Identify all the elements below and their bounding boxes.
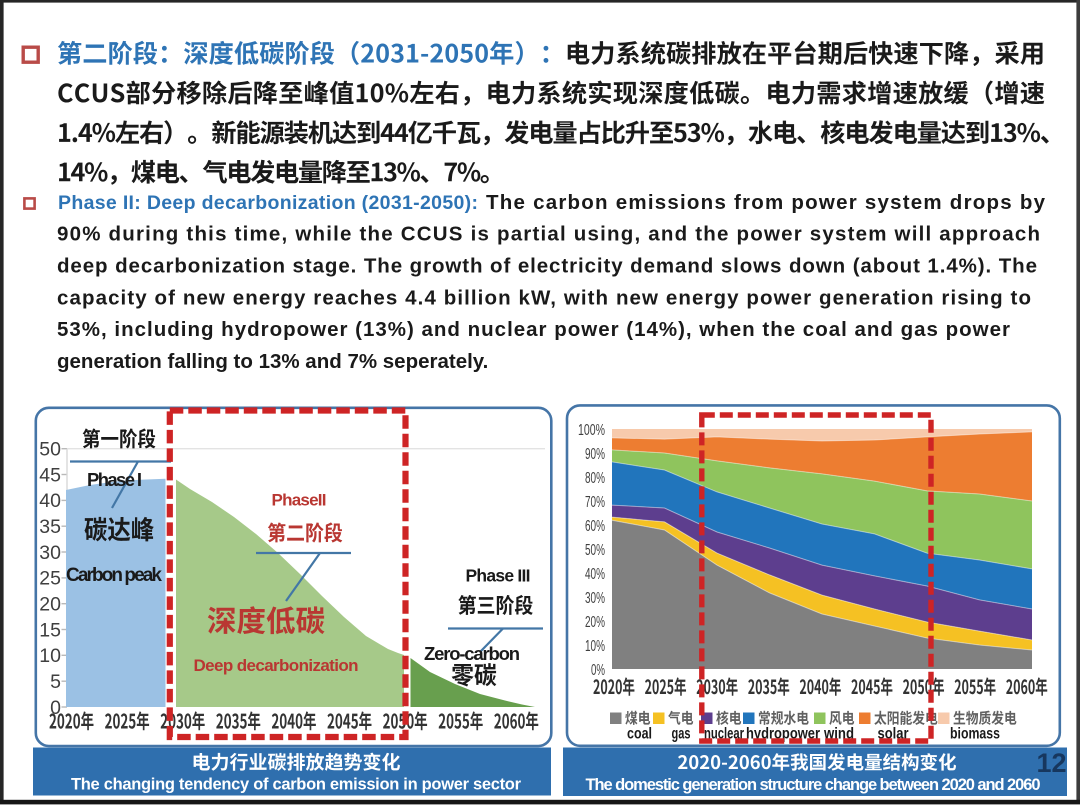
svg-text:90%: 90%: [585, 446, 605, 463]
svg-text:12: 12: [1036, 748, 1066, 778]
svg-text:5: 5: [50, 671, 61, 693]
svg-text:10%: 10%: [585, 638, 605, 655]
svg-text:30: 30: [39, 542, 61, 564]
svg-text:80%: 80%: [585, 470, 605, 487]
svg-text:40: 40: [39, 490, 61, 512]
svg-text:0%: 0%: [591, 662, 605, 679]
svg-text:The domestic generation struct: The domestic generation structure change…: [586, 776, 1041, 794]
svg-text:hydropower: hydropower: [746, 726, 820, 743]
svg-text:Deep decarbonization: Deep decarbonization: [194, 656, 359, 675]
svg-text:20%: 20%: [585, 614, 605, 631]
svg-text:wind: wind: [823, 726, 854, 743]
svg-text:Phase II: Deep decarbonization: Phase II: Deep decarbonization (2031-205…: [58, 192, 478, 214]
svg-text:0: 0: [50, 697, 61, 719]
svg-text:20: 20: [39, 593, 61, 615]
svg-text:40%: 40%: [585, 566, 605, 583]
svg-text:15: 15: [39, 619, 61, 641]
svg-text:53%, including hydropower (13%: 53%, including hydropower (13%) and nucl…: [57, 318, 1010, 341]
svg-text:90% during this time, while th: 90% during this time, while the CCUS is …: [57, 223, 1040, 246]
svg-text:Phase III: Phase III: [466, 566, 531, 586]
svg-text:solar: solar: [878, 726, 909, 743]
svg-text:60%: 60%: [585, 518, 605, 535]
svg-text:Phase I: Phase I: [87, 469, 142, 490]
svg-text:generation falling to 13% and: generation falling to 13% and 7% seperat…: [57, 350, 488, 373]
svg-text:50: 50: [39, 439, 61, 461]
svg-text:35: 35: [39, 516, 61, 538]
svg-text:PhaseII: PhaseII: [272, 491, 327, 510]
svg-text:10: 10: [39, 645, 61, 667]
svg-text:gas: gas: [672, 726, 691, 743]
svg-text:The changing tendency of carbo: The changing tendency of carbon emission…: [71, 776, 522, 794]
svg-text:Carbon peak: Carbon peak: [66, 565, 162, 586]
svg-text:The carbon emissions from powe: The carbon emissions from power system d…: [486, 191, 1046, 214]
svg-text:coal: coal: [627, 726, 652, 743]
svg-text:100%: 100%: [578, 422, 605, 439]
svg-text:50%: 50%: [585, 542, 605, 559]
svg-text:45: 45: [39, 464, 61, 486]
svg-text:deep decarbonization stage. Th: deep decarbonization stage. The growth o…: [57, 255, 1037, 278]
svg-text:biomass: biomass: [950, 726, 1000, 743]
svg-text:30%: 30%: [585, 590, 605, 607]
svg-text:70%: 70%: [585, 494, 605, 511]
svg-text:Zero-carbon: Zero-carbon: [424, 643, 520, 664]
svg-text:capacity of new energy reaches: capacity of new energy reaches 4.4 billi…: [57, 286, 1031, 309]
svg-text:25: 25: [39, 568, 61, 590]
svg-text:nuclear: nuclear: [704, 726, 744, 743]
